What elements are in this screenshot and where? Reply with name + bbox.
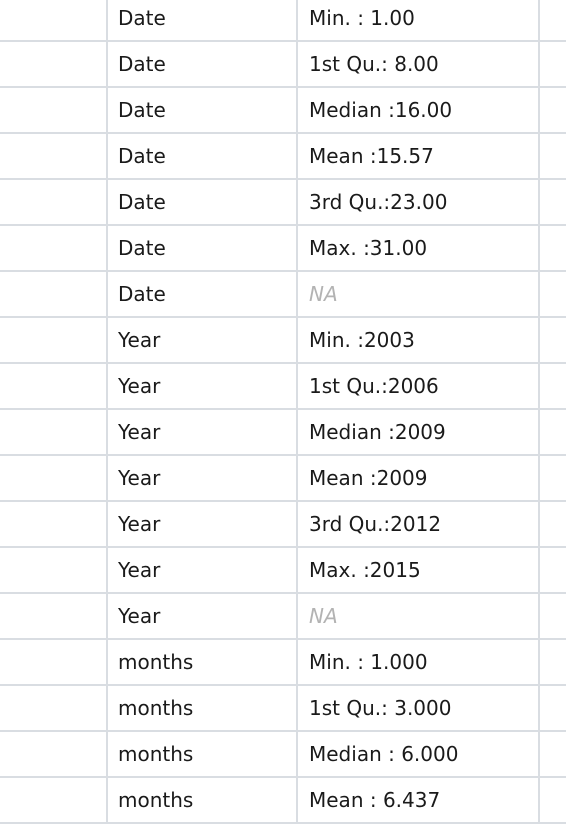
row-index-cell (0, 42, 108, 86)
summary-value-cell: Max. :31.00 (298, 226, 540, 270)
trailing-cell (540, 640, 566, 684)
trailing-cell (540, 272, 566, 316)
trailing-cell (540, 686, 566, 730)
row-index-cell (0, 226, 108, 270)
table-row: Date Median :16.00 (0, 88, 566, 134)
table-row: Year Mean :2009 (0, 456, 566, 502)
trailing-cell (540, 778, 566, 822)
row-index-cell (0, 318, 108, 362)
variable-cell: months (108, 732, 298, 776)
row-index-cell (0, 456, 108, 500)
trailing-cell (540, 410, 566, 454)
trailing-cell (540, 318, 566, 362)
variable-cell: Year (108, 548, 298, 592)
variable-cell: months (108, 686, 298, 730)
trailing-cell (540, 134, 566, 178)
row-index-cell (0, 364, 108, 408)
trailing-cell (540, 180, 566, 224)
variable-cell: Date (108, 226, 298, 270)
summary-value-cell: 1st Qu.: 3.000 (298, 686, 540, 730)
na-value-cell: NA (298, 272, 540, 316)
table-row: Year Median :2009 (0, 410, 566, 456)
summary-value-cell: Min. : 1.00 (298, 0, 540, 40)
row-index-cell (0, 640, 108, 684)
variable-cell: Year (108, 502, 298, 546)
trailing-cell (540, 732, 566, 776)
row-index-cell (0, 272, 108, 316)
row-index-cell (0, 548, 108, 592)
table-row: Year 1st Qu.:2006 (0, 364, 566, 410)
row-index-cell (0, 594, 108, 638)
variable-cell: months (108, 778, 298, 822)
summary-value-cell: 3rd Qu.:23.00 (298, 180, 540, 224)
variable-cell: Year (108, 594, 298, 638)
row-index-cell (0, 134, 108, 178)
table-row: Date NA (0, 272, 566, 318)
variable-cell: Date (108, 88, 298, 132)
summary-value-cell: 1st Qu.:2006 (298, 364, 540, 408)
table-row: months Mean : 6.437 (0, 778, 566, 824)
table-row: months 1st Qu.: 3.000 (0, 686, 566, 732)
summary-value-cell: Median : 6.000 (298, 732, 540, 776)
summary-value-cell: Mean :2009 (298, 456, 540, 500)
row-index-cell (0, 410, 108, 454)
table-row: Date Mean :15.57 (0, 134, 566, 180)
table-row: months Min. : 1.000 (0, 640, 566, 686)
table-row: Date 1st Qu.: 8.00 (0, 42, 566, 88)
variable-cell: months (108, 640, 298, 684)
trailing-cell (540, 364, 566, 408)
table-row: Date 3rd Qu.:23.00 (0, 180, 566, 226)
summary-value-cell: 1st Qu.: 8.00 (298, 42, 540, 86)
variable-cell: Date (108, 180, 298, 224)
summary-value-cell: Median :16.00 (298, 88, 540, 132)
table-row: Year Max. :2015 (0, 548, 566, 594)
summary-value-cell: Mean : 6.437 (298, 778, 540, 822)
row-index-cell (0, 686, 108, 730)
summary-value-cell: Median :2009 (298, 410, 540, 454)
trailing-cell (540, 502, 566, 546)
variable-cell: Year (108, 318, 298, 362)
trailing-cell (540, 548, 566, 592)
table-row: Year NA (0, 594, 566, 640)
summary-value-cell: 3rd Qu.:2012 (298, 502, 540, 546)
summary-value-cell: Min. : 1.000 (298, 640, 540, 684)
row-index-cell (0, 180, 108, 224)
variable-cell: Date (108, 134, 298, 178)
table-row: Date Max. :31.00 (0, 226, 566, 272)
summary-value-cell: Max. :2015 (298, 548, 540, 592)
trailing-cell (540, 0, 566, 40)
trailing-cell (540, 594, 566, 638)
row-index-cell (0, 732, 108, 776)
row-index-cell (0, 0, 108, 40)
table-row: Date Min. : 1.00 (0, 0, 566, 42)
table-row: Year 3rd Qu.:2012 (0, 502, 566, 548)
variable-cell: Year (108, 364, 298, 408)
trailing-cell (540, 42, 566, 86)
summary-value-cell: Min. :2003 (298, 318, 540, 362)
summary-value-cell: Mean :15.57 (298, 134, 540, 178)
row-index-cell (0, 502, 108, 546)
na-value-cell: NA (298, 594, 540, 638)
row-index-cell (0, 778, 108, 822)
table-row: months Median : 6.000 (0, 732, 566, 778)
variable-cell: Date (108, 0, 298, 40)
trailing-cell (540, 456, 566, 500)
row-index-cell (0, 88, 108, 132)
trailing-cell (540, 226, 566, 270)
variable-cell: Date (108, 272, 298, 316)
variable-cell: Date (108, 42, 298, 86)
variable-cell: Year (108, 456, 298, 500)
trailing-cell (540, 88, 566, 132)
table-row: Year Min. :2003 (0, 318, 566, 364)
variable-cell: Year (108, 410, 298, 454)
